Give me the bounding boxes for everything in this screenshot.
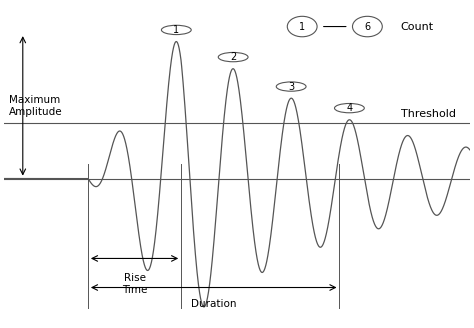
Circle shape <box>218 52 248 62</box>
Text: 3: 3 <box>288 82 294 92</box>
Text: 1: 1 <box>173 25 179 35</box>
Text: 6: 6 <box>365 22 371 31</box>
Text: 2: 2 <box>230 52 236 62</box>
Circle shape <box>287 16 317 37</box>
Circle shape <box>276 82 306 91</box>
Circle shape <box>353 16 383 37</box>
Circle shape <box>162 25 191 34</box>
Text: 4: 4 <box>346 103 353 113</box>
Text: Rise
Time: Rise Time <box>122 273 147 295</box>
Text: 1: 1 <box>299 22 305 31</box>
Circle shape <box>335 103 365 113</box>
Text: Threshold: Threshold <box>401 109 456 119</box>
Text: Duration: Duration <box>191 299 237 309</box>
Text: Count: Count <box>400 22 433 31</box>
Text: Maximum
Amplitude: Maximum Amplitude <box>9 95 63 117</box>
